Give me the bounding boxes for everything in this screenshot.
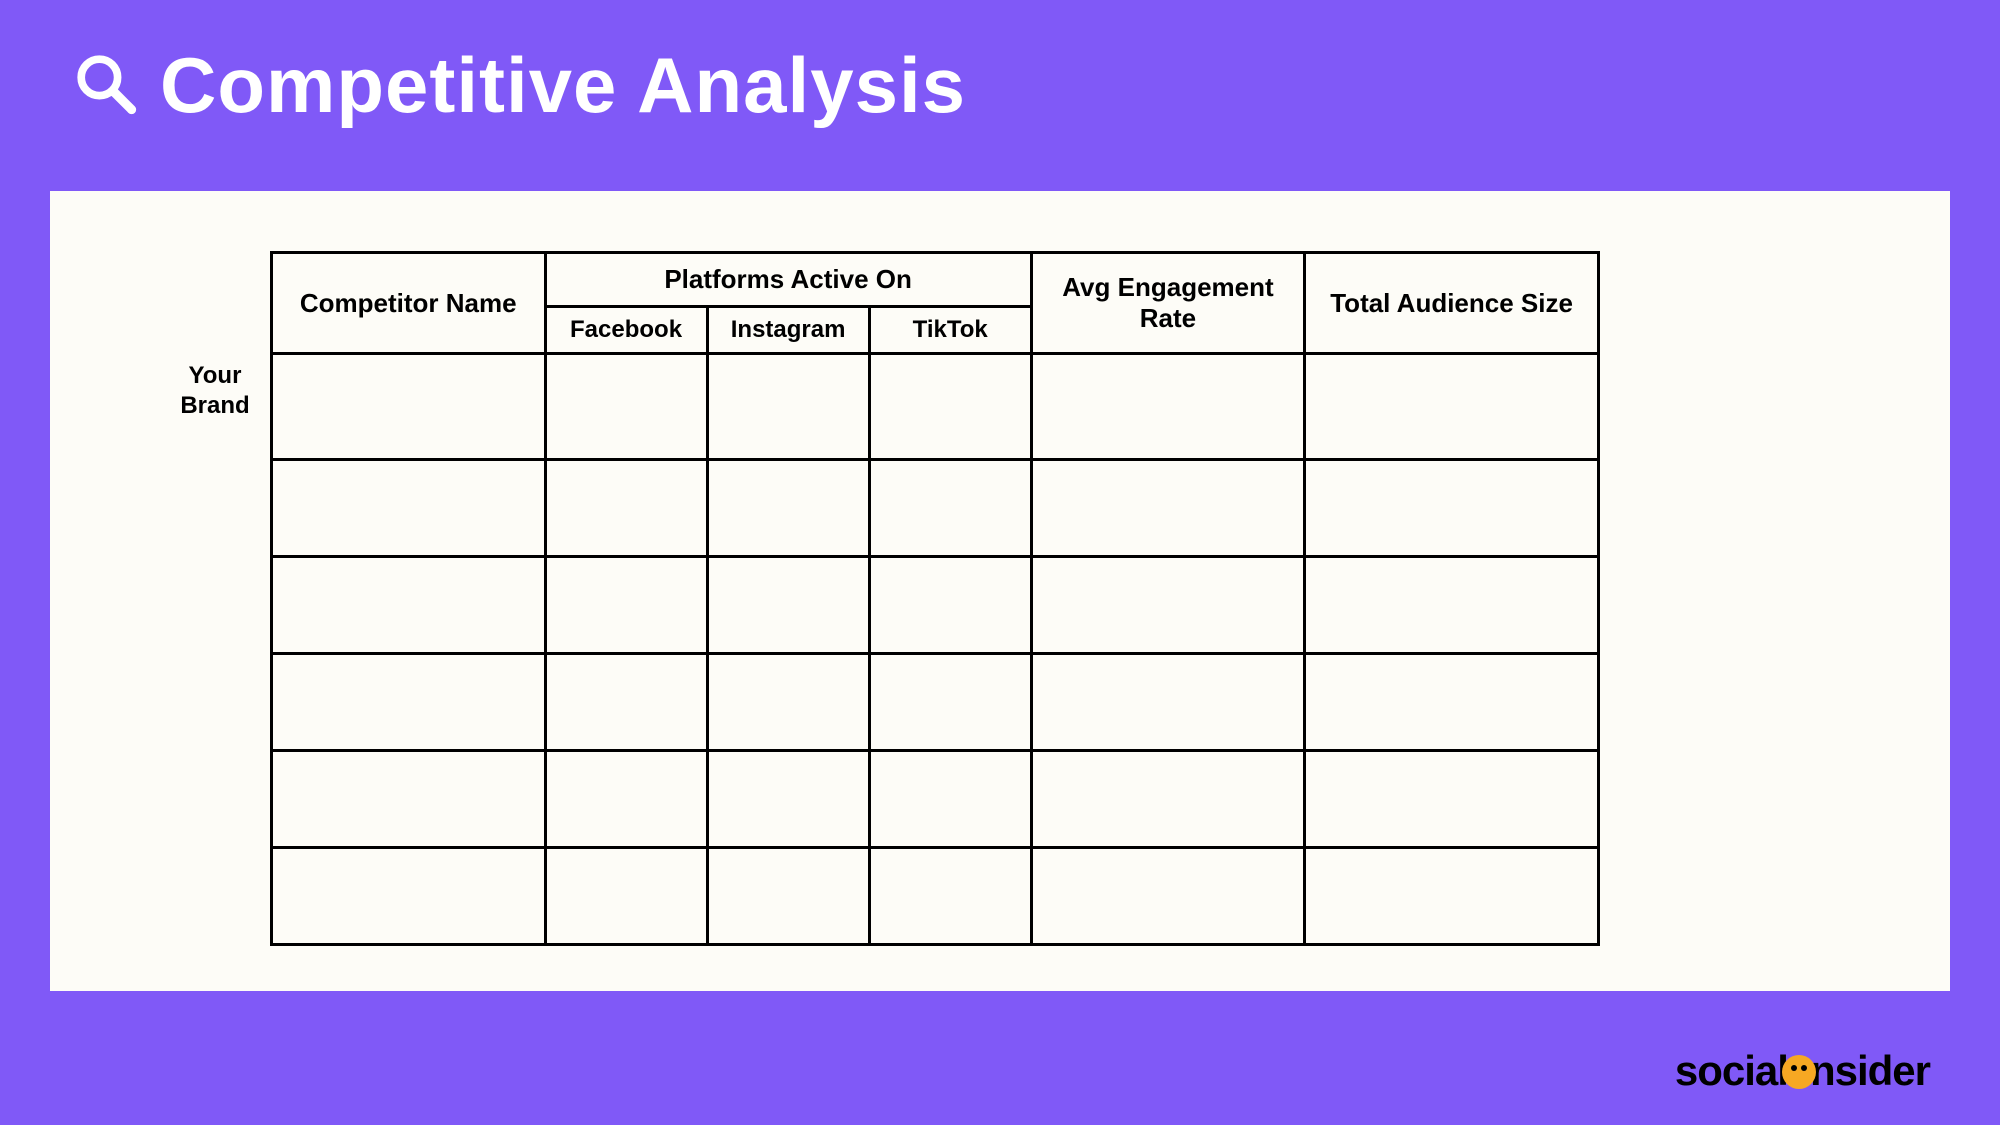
cell[interactable] — [1031, 654, 1305, 751]
cell[interactable] — [707, 751, 869, 848]
cell[interactable] — [545, 460, 707, 557]
cell[interactable] — [545, 354, 707, 460]
cell[interactable] — [1031, 460, 1305, 557]
table-header-row-1: Competitor Name Platforms Active On Avg … — [272, 253, 1599, 307]
page-title: Competitive Analysis — [160, 40, 966, 131]
col-facebook: Facebook — [545, 307, 707, 354]
col-competitor: Competitor Name — [272, 253, 546, 354]
cell[interactable] — [869, 460, 1031, 557]
cell[interactable] — [707, 460, 869, 557]
cell[interactable] — [272, 557, 546, 654]
cell[interactable] — [272, 751, 546, 848]
cell[interactable] — [1305, 654, 1599, 751]
cell[interactable] — [1305, 557, 1599, 654]
col-engagement: Avg Engagement Rate — [1031, 253, 1305, 354]
table-row — [272, 460, 1599, 557]
cell[interactable] — [545, 654, 707, 751]
cell[interactable] — [707, 557, 869, 654]
cell[interactable] — [545, 751, 707, 848]
cell[interactable] — [272, 354, 546, 460]
cell[interactable] — [869, 557, 1031, 654]
logo-text-left: social — [1675, 1047, 1788, 1095]
cell[interactable] — [707, 354, 869, 460]
cell[interactable] — [272, 848, 546, 945]
cell[interactable] — [869, 848, 1031, 945]
first-row-label: Your Brand — [170, 361, 260, 421]
cell[interactable] — [1031, 354, 1305, 460]
table-body — [272, 354, 1599, 945]
cell[interactable] — [707, 848, 869, 945]
table-row — [272, 557, 1599, 654]
cell[interactable] — [272, 460, 546, 557]
cell[interactable] — [1305, 751, 1599, 848]
table-row — [272, 654, 1599, 751]
cell[interactable] — [1031, 848, 1305, 945]
cell[interactable] — [1031, 751, 1305, 848]
cell[interactable] — [272, 654, 546, 751]
col-tiktok: TikTok — [869, 307, 1031, 354]
col-instagram: Instagram — [707, 307, 869, 354]
cell[interactable] — [1031, 557, 1305, 654]
table-row — [272, 354, 1599, 460]
search-icon — [70, 48, 140, 123]
cell[interactable] — [545, 848, 707, 945]
content-panel: Your Brand Competitor Name Platforms Act… — [50, 191, 1950, 991]
competitive-table: Competitor Name Platforms Active On Avg … — [270, 251, 1600, 946]
cell[interactable] — [1305, 354, 1599, 460]
cell[interactable] — [869, 751, 1031, 848]
cell[interactable] — [1305, 460, 1599, 557]
cell[interactable] — [707, 654, 869, 751]
table-row — [272, 848, 1599, 945]
col-platforms-group: Platforms Active On — [545, 253, 1031, 307]
cell[interactable] — [869, 654, 1031, 751]
logo-dot-icon — [1782, 1055, 1816, 1089]
cell[interactable] — [1305, 848, 1599, 945]
page-header: Competitive Analysis — [0, 0, 2000, 151]
cell[interactable] — [545, 557, 707, 654]
brand-logo: social nsider — [1675, 1047, 1930, 1095]
col-audience: Total Audience Size — [1305, 253, 1599, 354]
logo-text-right: nsider — [1810, 1047, 1930, 1095]
cell[interactable] — [869, 354, 1031, 460]
table-row — [272, 751, 1599, 848]
